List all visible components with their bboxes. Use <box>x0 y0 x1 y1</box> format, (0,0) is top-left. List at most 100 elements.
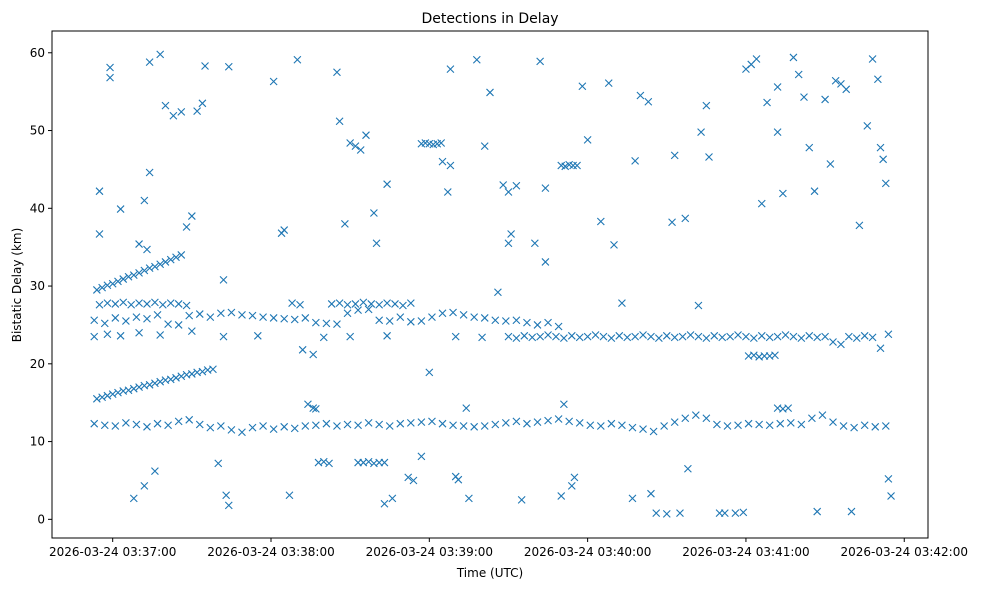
data-point <box>478 333 486 342</box>
data-point <box>559 334 568 343</box>
data-point <box>224 501 233 510</box>
data-point <box>161 258 170 266</box>
data-point <box>871 422 880 431</box>
data-point <box>530 239 539 248</box>
data-point <box>749 334 758 343</box>
data-point <box>166 255 175 264</box>
data-point <box>504 332 513 341</box>
data-point <box>151 379 159 388</box>
data-point <box>565 417 574 426</box>
data-point <box>135 383 143 392</box>
data-point <box>586 421 595 430</box>
data-point <box>842 85 851 94</box>
data-point <box>177 372 186 381</box>
data-point <box>182 301 191 310</box>
data-point <box>504 239 513 248</box>
data-point <box>103 281 112 290</box>
data-point <box>356 146 365 154</box>
data-point <box>111 300 120 308</box>
data-point <box>618 299 626 308</box>
data-point <box>705 153 713 161</box>
data-points <box>90 50 895 518</box>
data-point <box>459 310 468 319</box>
data-point <box>829 418 837 427</box>
data-point <box>813 333 822 342</box>
data-point <box>628 494 637 503</box>
data-point <box>90 419 99 428</box>
data-point <box>670 333 679 342</box>
data-point <box>596 217 605 226</box>
data-point <box>438 309 447 318</box>
data-point <box>831 76 840 85</box>
data-point <box>124 272 133 281</box>
data-point <box>383 180 391 189</box>
data-point <box>644 97 653 106</box>
data-point <box>734 421 742 430</box>
data-point <box>544 331 552 339</box>
data-point <box>164 320 172 329</box>
data-point <box>752 55 761 63</box>
data-point <box>786 419 795 427</box>
data-point <box>676 509 684 518</box>
data-point <box>380 499 389 508</box>
data-point <box>319 333 328 342</box>
data-point <box>837 340 845 349</box>
data-point <box>95 187 104 196</box>
data-point <box>794 70 803 79</box>
data-point <box>269 314 278 322</box>
data-point <box>829 338 837 346</box>
data-point <box>428 417 436 426</box>
data-point <box>216 309 225 318</box>
data-point <box>462 404 471 413</box>
data-point <box>512 417 521 426</box>
data-point <box>340 219 349 228</box>
x-tick-label: 2026-03-24 03:40:00 <box>524 545 651 559</box>
data-point <box>108 390 117 399</box>
data-point <box>639 331 647 339</box>
data-point <box>881 422 890 430</box>
data-point <box>504 188 513 196</box>
data-point <box>681 214 690 223</box>
data-point <box>106 73 114 82</box>
x-tick-label: 2026-03-24 03:41:00 <box>682 545 809 559</box>
data-point <box>198 367 207 376</box>
data-point <box>248 311 257 320</box>
data-point <box>670 418 679 427</box>
data-point <box>98 283 107 292</box>
data-point <box>396 313 405 322</box>
data-point <box>662 331 671 340</box>
data-point <box>129 384 138 393</box>
data-point <box>512 181 521 190</box>
data-point <box>108 279 117 288</box>
data-point <box>731 509 740 518</box>
data-point <box>166 299 175 308</box>
data-point <box>868 333 877 342</box>
data-point <box>198 99 207 108</box>
y-axis-ticks: 0 10 20 30 40 50 60 <box>30 46 52 526</box>
data-point <box>311 318 320 327</box>
data-point <box>533 321 542 329</box>
data-point <box>844 332 853 341</box>
data-point <box>124 386 133 395</box>
data-point <box>375 420 384 429</box>
data-point <box>501 317 510 325</box>
data-point <box>161 101 170 110</box>
data-point <box>151 467 159 476</box>
data-point <box>293 55 302 64</box>
data-point <box>599 332 608 341</box>
data-point <box>375 316 384 325</box>
data-point <box>288 299 296 308</box>
data-point <box>325 459 333 468</box>
data-point <box>304 400 312 409</box>
data-point <box>860 331 869 340</box>
data-point <box>364 457 373 466</box>
data-point <box>755 420 764 429</box>
data-point <box>119 298 128 307</box>
data-point <box>660 422 669 430</box>
data-point <box>383 331 391 340</box>
data-point <box>359 298 368 307</box>
data-point <box>702 334 711 343</box>
data-point <box>797 334 806 343</box>
data-point <box>480 314 489 322</box>
data-point <box>491 316 500 325</box>
